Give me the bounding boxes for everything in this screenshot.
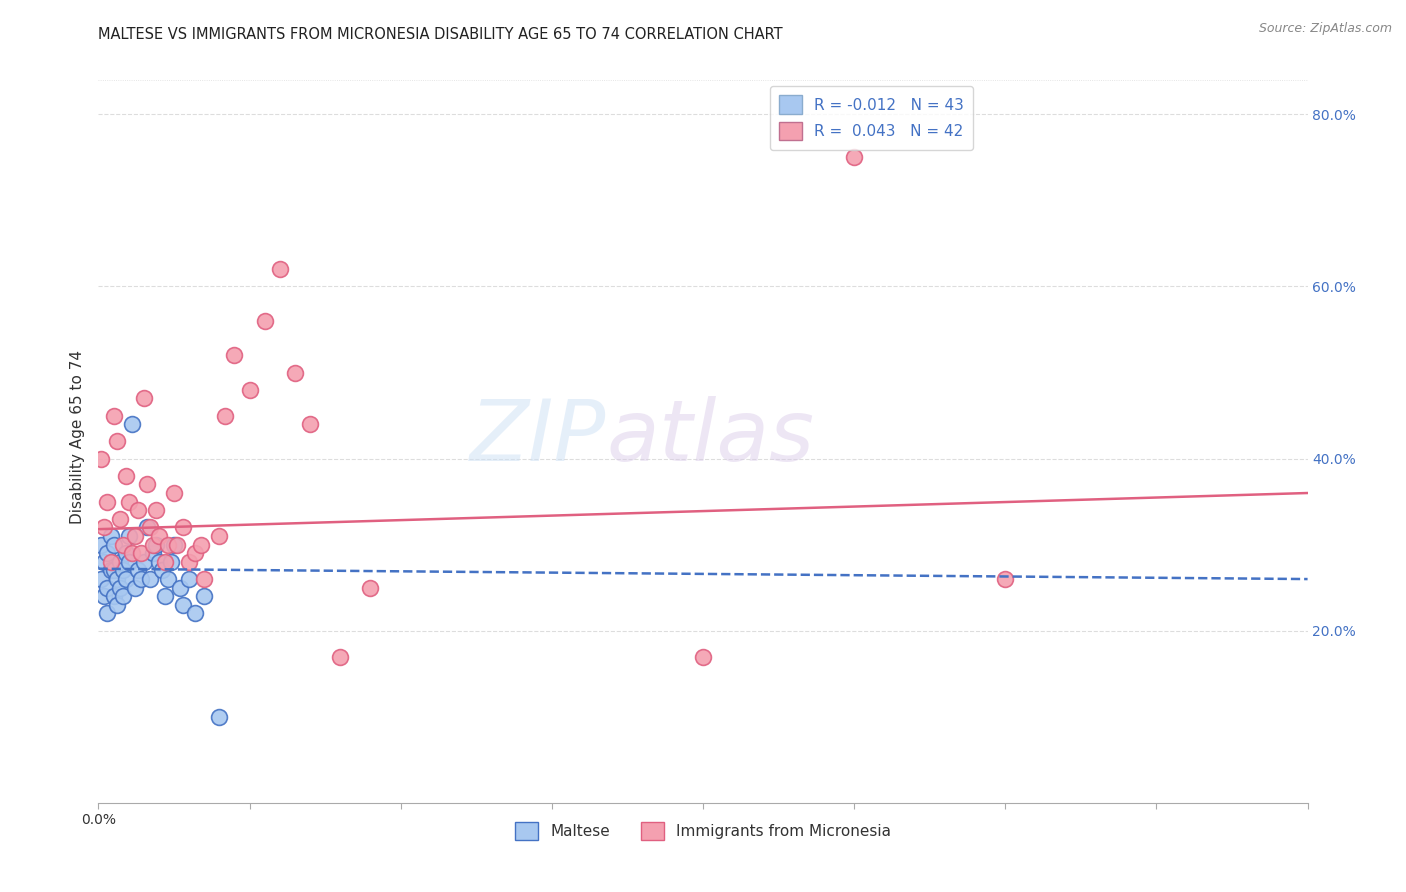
Point bbox=[127, 503, 149, 517]
Point bbox=[172, 598, 194, 612]
Point bbox=[253, 314, 276, 328]
Point bbox=[114, 546, 136, 560]
Point bbox=[160, 555, 183, 569]
Point bbox=[108, 581, 131, 595]
Point bbox=[111, 538, 134, 552]
Point bbox=[103, 564, 125, 578]
Legend: Maltese, Immigrants from Micronesia: Maltese, Immigrants from Micronesia bbox=[509, 815, 897, 847]
Point bbox=[139, 572, 162, 586]
Text: Source: ZipAtlas.com: Source: ZipAtlas.com bbox=[1258, 22, 1392, 36]
Point bbox=[129, 572, 152, 586]
Point bbox=[163, 538, 186, 552]
Point bbox=[127, 564, 149, 578]
Point bbox=[224, 348, 246, 362]
Point bbox=[118, 529, 141, 543]
Point bbox=[129, 546, 152, 560]
Point bbox=[90, 572, 112, 586]
Point bbox=[208, 710, 231, 724]
Text: ZIP: ZIP bbox=[470, 395, 606, 479]
Point bbox=[153, 555, 176, 569]
Point bbox=[193, 589, 215, 603]
Point bbox=[214, 409, 236, 423]
Point bbox=[148, 529, 170, 543]
Point bbox=[239, 383, 262, 397]
Point bbox=[93, 555, 115, 569]
Point bbox=[145, 503, 167, 517]
Point bbox=[172, 520, 194, 534]
Point bbox=[121, 417, 143, 432]
Point bbox=[179, 572, 201, 586]
Point bbox=[360, 581, 382, 595]
Point bbox=[163, 486, 186, 500]
Point bbox=[269, 262, 291, 277]
Point bbox=[90, 538, 112, 552]
Point bbox=[96, 581, 118, 595]
Point bbox=[90, 451, 112, 466]
Point bbox=[108, 555, 131, 569]
Point bbox=[184, 607, 207, 621]
Point bbox=[148, 555, 170, 569]
Point bbox=[169, 581, 191, 595]
Point bbox=[103, 409, 125, 423]
Point bbox=[156, 572, 179, 586]
Point bbox=[114, 468, 136, 483]
Point bbox=[135, 520, 157, 534]
Point bbox=[103, 589, 125, 603]
Point bbox=[132, 392, 155, 406]
Point bbox=[284, 366, 307, 380]
Point bbox=[156, 538, 179, 552]
Point bbox=[132, 555, 155, 569]
Point bbox=[329, 649, 352, 664]
Point bbox=[124, 529, 146, 543]
Point bbox=[193, 572, 215, 586]
Point bbox=[96, 607, 118, 621]
Text: atlas: atlas bbox=[606, 395, 814, 479]
Point bbox=[118, 555, 141, 569]
Point bbox=[190, 538, 212, 552]
Point bbox=[111, 564, 134, 578]
Point bbox=[145, 538, 167, 552]
Point bbox=[994, 572, 1017, 586]
Point bbox=[135, 477, 157, 491]
Point bbox=[166, 538, 188, 552]
Point bbox=[103, 538, 125, 552]
Point bbox=[100, 529, 122, 543]
Point bbox=[139, 520, 162, 534]
Point bbox=[150, 564, 173, 578]
Point bbox=[118, 494, 141, 508]
Point bbox=[692, 649, 714, 664]
Point bbox=[142, 546, 165, 560]
Point bbox=[844, 150, 866, 164]
Point bbox=[105, 572, 128, 586]
Point bbox=[105, 598, 128, 612]
Point bbox=[299, 417, 322, 432]
Point bbox=[108, 512, 131, 526]
Point bbox=[208, 529, 231, 543]
Point bbox=[93, 520, 115, 534]
Text: MALTESE VS IMMIGRANTS FROM MICRONESIA DISABILITY AGE 65 TO 74 CORRELATION CHART: MALTESE VS IMMIGRANTS FROM MICRONESIA DI… bbox=[98, 27, 783, 42]
Y-axis label: Disability Age 65 to 74: Disability Age 65 to 74 bbox=[69, 350, 84, 524]
Point bbox=[111, 589, 134, 603]
Point bbox=[96, 546, 118, 560]
Point bbox=[93, 589, 115, 603]
Point bbox=[179, 555, 201, 569]
Point bbox=[96, 494, 118, 508]
Point bbox=[100, 555, 122, 569]
Point bbox=[124, 581, 146, 595]
Point bbox=[121, 546, 143, 560]
Point bbox=[100, 564, 122, 578]
Point bbox=[184, 546, 207, 560]
Point bbox=[153, 589, 176, 603]
Point bbox=[142, 538, 165, 552]
Point bbox=[114, 572, 136, 586]
Point bbox=[105, 434, 128, 449]
